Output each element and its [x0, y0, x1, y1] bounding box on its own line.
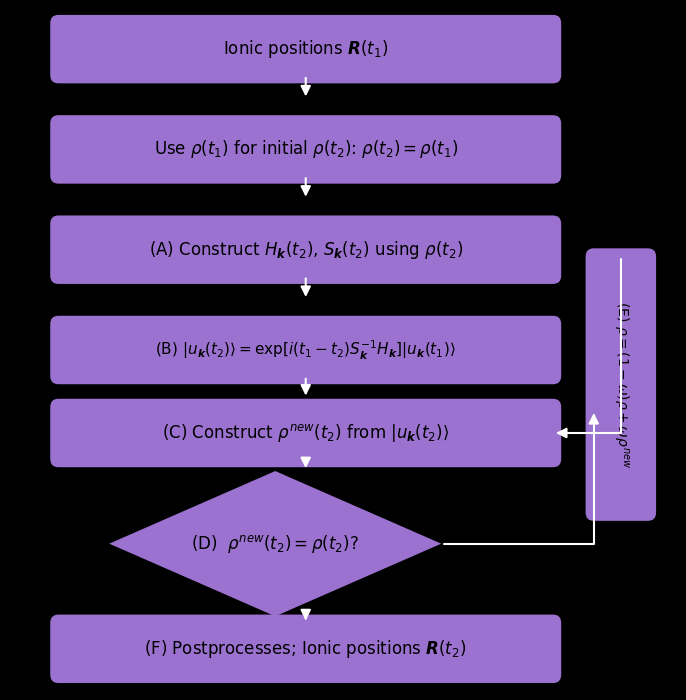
Text: Ionic positions $\boldsymbol{R}(t_1)$: Ionic positions $\boldsymbol{R}(t_1)$ — [223, 38, 388, 60]
FancyBboxPatch shape — [50, 216, 561, 284]
FancyBboxPatch shape — [50, 116, 561, 183]
Text: (F) Postprocesses; Ionic positions $\boldsymbol{R}(t_2)$: (F) Postprocesses; Ionic positions $\bol… — [145, 638, 467, 660]
Text: (D)  $\rho^{new}(t_2) = \rho(t_2)$?: (D) $\rho^{new}(t_2) = \rho(t_2)$? — [191, 533, 359, 554]
Text: Use $\rho(t_1)$ for initial $\rho(t_2)$: $\rho(t_2) = \rho(t_1)$: Use $\rho(t_1)$ for initial $\rho(t_2)$:… — [154, 139, 458, 160]
Polygon shape — [109, 471, 441, 616]
Text: (A) Construct $H_{\boldsymbol{k}}(t_2)$, $S_{\boldsymbol{k}}(t_2)$ using $\rho(t: (A) Construct $H_{\boldsymbol{k}}(t_2)$,… — [149, 239, 463, 260]
Text: (E) $\rho = (1-\omega)\rho + \omega\rho^{new}$: (E) $\rho = (1-\omega)\rho + \omega\rho^… — [611, 301, 630, 468]
FancyBboxPatch shape — [50, 615, 561, 683]
FancyBboxPatch shape — [50, 15, 561, 83]
FancyBboxPatch shape — [586, 248, 656, 521]
FancyBboxPatch shape — [50, 399, 561, 467]
Text: (C) Construct $\rho^{new}(t_2)$ from $|u_{\boldsymbol{k}}(t_2)\rangle$: (C) Construct $\rho^{new}(t_2)$ from $|u… — [162, 422, 449, 444]
Text: (B) $|u_{\boldsymbol{k}}(t_2)\rangle = \exp[i(t_1-t_2)S_{\boldsymbol{k}}^{-1}H_{: (B) $|u_{\boldsymbol{k}}(t_2)\rangle = \… — [155, 338, 456, 362]
FancyBboxPatch shape — [50, 316, 561, 384]
